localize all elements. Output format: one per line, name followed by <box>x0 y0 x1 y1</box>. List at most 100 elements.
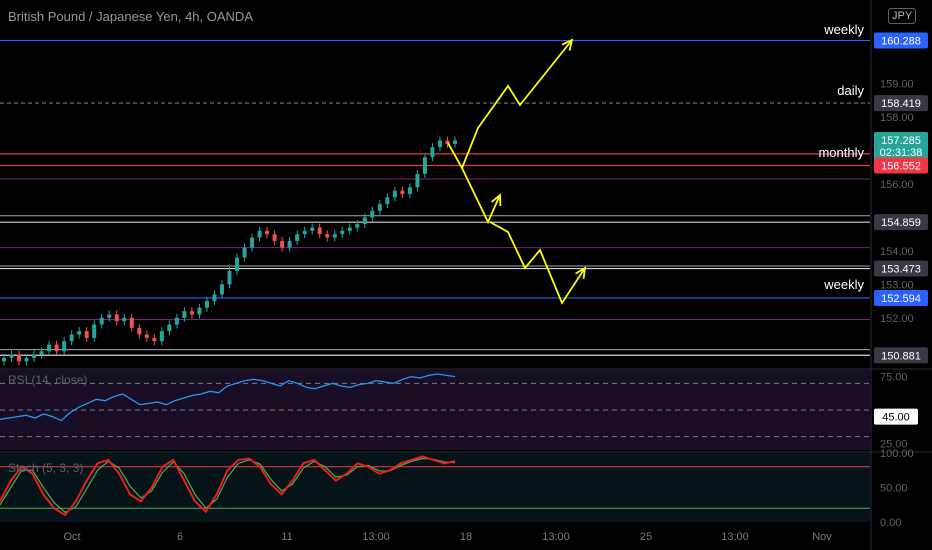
rsi-pane-label: RSI (14, close) <box>8 373 88 387</box>
price-tick-label: 154.00 <box>880 246 914 258</box>
candle-body <box>295 234 300 241</box>
projection-arrow-head <box>491 193 502 207</box>
candle-body <box>250 237 255 248</box>
price-tag-box <box>874 95 928 112</box>
candle-body <box>2 357 6 362</box>
candle-body <box>144 334 149 338</box>
candle-body <box>129 317 134 328</box>
candle-body <box>332 234 337 238</box>
candle-body <box>370 210 375 218</box>
rsi-value-tag <box>874 408 918 425</box>
candle-body <box>385 197 390 205</box>
price-tag-label: 153.473 <box>881 264 921 276</box>
time-tick-label: 13:00 <box>721 531 749 543</box>
candle-body <box>204 301 209 308</box>
projection-arrow-path <box>489 221 586 305</box>
candle-body <box>377 204 382 211</box>
currency-badge[interactable]: JPY <box>888 8 917 24</box>
candle-body <box>242 247 247 258</box>
stoch-line <box>0 455 456 517</box>
candle-body <box>189 311 194 315</box>
rsi-tick-label: 25.00 <box>880 438 908 450</box>
stoch-pane-background <box>0 453 870 522</box>
price-tag-label: 156.552 <box>881 161 921 173</box>
candle-body <box>415 173 420 188</box>
stoch-pane-label: Stoch (5, 3, 3) <box>8 461 84 475</box>
candle-body <box>84 331 89 338</box>
candle-body <box>347 227 352 231</box>
candle-body <box>437 140 442 148</box>
candle-body <box>212 294 217 302</box>
candle-body <box>317 227 322 235</box>
candle-body <box>453 140 457 144</box>
candle-body <box>54 344 59 352</box>
countdown-label: 02:31:38 <box>880 147 923 159</box>
time-tick-label: Nov <box>812 531 832 543</box>
candle-body <box>17 354 22 362</box>
price-tag-box <box>874 347 928 364</box>
candle-body <box>325 234 330 238</box>
candle-body <box>122 317 127 322</box>
level-label-weekly-top: weekly <box>824 22 864 37</box>
price-tag-label: 157.285 <box>881 135 921 147</box>
price-tag-box <box>874 132 928 161</box>
candle-body <box>407 187 412 195</box>
level-label-daily: daily <box>837 83 864 98</box>
candle-body <box>137 327 142 335</box>
candle-body <box>422 157 427 174</box>
price-tick-label: 159.00 <box>880 79 914 91</box>
price-tag-box <box>874 214 928 231</box>
candle-body <box>167 324 172 332</box>
candle-body <box>310 227 315 231</box>
stoch-tick-label: 100.00 <box>880 448 914 460</box>
price-tag-label: 158.419 <box>881 98 921 110</box>
candle-body <box>362 217 367 225</box>
price-tag-label: 152.594 <box>881 293 921 305</box>
candle-body <box>9 354 14 358</box>
price-tick-label: 156.00 <box>880 179 914 191</box>
projection-arrow-head <box>561 38 574 51</box>
price-tag-label: 160.288 <box>881 36 921 48</box>
candle-body <box>430 147 435 158</box>
time-tick-label: 18 <box>460 531 472 543</box>
candle-body <box>99 317 104 325</box>
candle-body <box>392 190 397 198</box>
price-tag-box <box>874 32 928 49</box>
candle-body <box>265 230 270 235</box>
candle-body <box>92 324 97 338</box>
projection-arrow-path <box>447 39 573 171</box>
candle-body <box>32 354 37 358</box>
price-tag-box <box>874 260 928 277</box>
candle-body <box>182 311 187 318</box>
rsi-tick-label: 75.00 <box>880 372 908 384</box>
candle-body <box>355 224 360 228</box>
candle-body <box>227 270 232 285</box>
candle-body <box>302 230 307 235</box>
price-tick-label: 153.00 <box>880 279 914 291</box>
candle-body <box>272 234 277 241</box>
candle-body <box>340 230 345 235</box>
price-tick-label: 152.00 <box>880 313 914 325</box>
candle-body <box>174 317 179 325</box>
candle-body <box>219 284 224 295</box>
candle-body <box>107 314 112 318</box>
stoch-line <box>0 457 456 514</box>
rsi-line <box>0 373 456 422</box>
candle-body <box>159 331 164 342</box>
rsi-value-label: 45.00 <box>882 412 910 424</box>
candle-body <box>445 140 450 144</box>
candle-body <box>257 230 262 238</box>
level-label-weekly-bottom: weekly <box>824 277 864 292</box>
price-tag-label: 150.881 <box>881 350 921 362</box>
time-tick-label: 6 <box>177 531 183 543</box>
candle-body <box>39 351 44 355</box>
candle-body <box>69 334 74 342</box>
price-tag-box <box>874 289 928 306</box>
time-tick-label: 13:00 <box>542 531 570 543</box>
projection-arrow-head <box>575 266 587 280</box>
candle-body <box>197 307 202 315</box>
time-tick-label: Oct <box>63 531 80 543</box>
candle-body <box>77 331 82 335</box>
time-tick-label: 25 <box>640 531 652 543</box>
